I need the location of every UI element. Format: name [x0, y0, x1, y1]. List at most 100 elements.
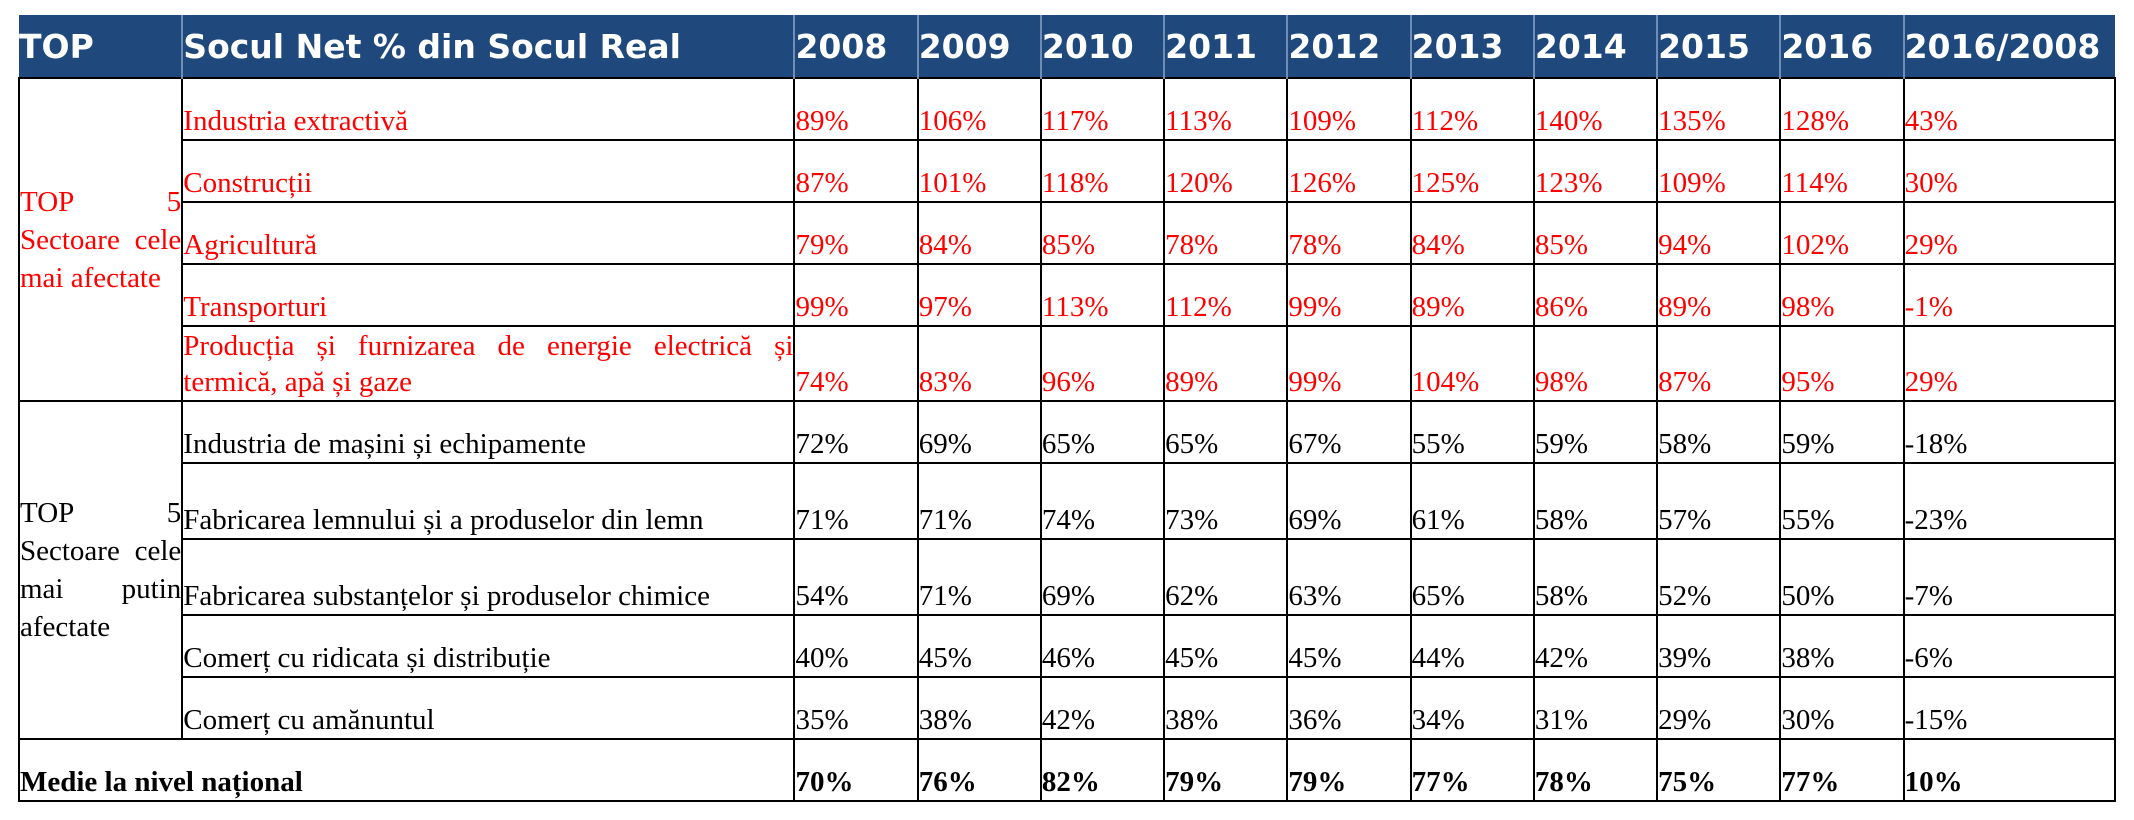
year-value: 71%	[916, 538, 1042, 616]
year-value: 44%	[1409, 614, 1535, 678]
sector-name: Fabricarea substanțelor și produselor ch…	[181, 538, 796, 616]
table-row: Fabricarea substanțelor și produselor ch…	[19, 538, 2117, 616]
header-change: 2016/2008	[1903, 15, 2115, 78]
header-year-2010: 2010	[1040, 15, 1166, 78]
year-value: 128%	[1779, 77, 1905, 141]
sector-name: Comerț cu ridicata și distribuție	[181, 614, 796, 678]
year-value: 120%	[1163, 139, 1289, 203]
year-value: 117%	[1039, 77, 1166, 141]
year-value: 125%	[1409, 139, 1535, 203]
year-value: 101%	[916, 139, 1042, 203]
year-value: 38%	[916, 676, 1042, 740]
year-value: 54%	[793, 538, 919, 616]
year-value: 102%	[1779, 201, 1905, 265]
year-value: 55%	[1409, 400, 1535, 464]
year-value: 52%	[1656, 538, 1782, 616]
total-change-value: 10%	[1902, 738, 2117, 802]
change-value: -23%	[1902, 462, 2117, 540]
change-value: 30%	[1902, 139, 2117, 203]
year-value: 71%	[793, 462, 919, 540]
year-value: 58%	[1532, 538, 1659, 616]
change-value: -18%	[1902, 400, 2117, 464]
year-value: 79%	[793, 201, 919, 265]
year-value: 34%	[1409, 676, 1535, 740]
year-value: 50%	[1779, 538, 1905, 616]
total-year-value: 79%	[1163, 738, 1289, 802]
year-value: 69%	[1039, 538, 1166, 616]
year-value: 104%	[1409, 325, 1535, 402]
year-value: 46%	[1039, 614, 1166, 678]
total-year-value: 75%	[1656, 738, 1782, 802]
year-value: 106%	[916, 77, 1042, 141]
total-year-value: 76%	[916, 738, 1042, 802]
year-value: 59%	[1779, 400, 1905, 464]
sector-name: Industria extractivă	[181, 77, 796, 141]
year-value: 63%	[1286, 538, 1412, 616]
year-value: 30%	[1779, 676, 1905, 740]
year-value: 86%	[1532, 263, 1659, 327]
total-year-value: 77%	[1409, 738, 1535, 802]
year-value: 57%	[1656, 462, 1782, 540]
total-row: Medie la nivel național 70% 76% 82% 79% 79% 77…	[17, 738, 2117, 802]
year-value: 123%	[1532, 139, 1659, 203]
year-value: 126%	[1286, 139, 1412, 203]
year-value: 31%	[1532, 676, 1659, 740]
year-value: 94%	[1656, 201, 1782, 265]
total-year-value: 82%	[1039, 738, 1166, 802]
year-value: 89%	[1409, 263, 1535, 327]
total-label: Medie la nivel național	[17, 738, 796, 802]
year-value: 45%	[916, 614, 1042, 678]
year-value: 109%	[1656, 139, 1782, 203]
table-row: Construcții 87% 101% 118% 120% 126% 125% 123% 10…	[19, 139, 2117, 203]
year-value: 61%	[1409, 462, 1535, 540]
year-value: 140%	[1532, 77, 1659, 141]
header-year-2008: 2008	[794, 15, 919, 78]
year-value: 99%	[793, 263, 919, 327]
year-value: 72%	[793, 400, 919, 464]
sector-name: Producția și furnizarea de energie elect…	[181, 325, 796, 402]
year-value: 36%	[1286, 676, 1412, 740]
year-value: 87%	[1656, 325, 1782, 402]
year-value: 29%	[1656, 676, 1782, 740]
year-value: 96%	[1039, 325, 1166, 402]
year-value: 135%	[1656, 77, 1782, 141]
year-value: 40%	[793, 614, 919, 678]
table-row: Comerț cu amănuntul 35% 38% 42% 38% 36% 34% 31%…	[19, 676, 2117, 740]
header-year-2011: 2011	[1164, 15, 1289, 78]
sector-name: Agricultură	[181, 201, 796, 265]
year-value: 38%	[1779, 614, 1905, 678]
year-value: 65%	[1163, 400, 1289, 464]
header-year-2014: 2014	[1533, 15, 1659, 78]
year-value: 73%	[1163, 462, 1289, 540]
table-row: Transporturi 99% 97% 113% 112% 99% 89% 86% 89% 98…	[19, 263, 2117, 327]
year-value: 65%	[1409, 538, 1535, 616]
sector-shock-table: TOP Socul Net % din Socul Real 2008 2009…	[17, 15, 2117, 802]
year-value: 38%	[1163, 676, 1289, 740]
year-value: 83%	[916, 325, 1042, 402]
year-value: 84%	[1409, 201, 1535, 265]
total-year-value: 79%	[1286, 738, 1412, 802]
year-value: 112%	[1163, 263, 1289, 327]
table-row: TOP 5 Sectoare cele mai afectate Industri…	[17, 77, 2117, 402]
year-value: 78%	[1163, 201, 1289, 265]
header-year-2013: 2013	[1410, 15, 1535, 78]
group-label: TOP 5 Sectoare cele mai putin afectate	[17, 400, 184, 740]
change-value: 43%	[1902, 77, 2117, 141]
year-value: 42%	[1532, 614, 1659, 678]
total-year-value: 78%	[1532, 738, 1659, 802]
header-top: TOP	[19, 15, 184, 78]
change-value: 29%	[1902, 325, 2117, 402]
year-value: 45%	[1163, 614, 1289, 678]
year-value: 113%	[1163, 77, 1289, 141]
table-row: TOP 5 Sectoare cele mai putin afectate In…	[17, 400, 2117, 740]
header-year-2016: 2016	[1780, 15, 1905, 78]
year-value: 112%	[1409, 77, 1535, 141]
year-value: 67%	[1286, 400, 1412, 464]
sector-name: Industria de mașini și echipamente	[181, 400, 796, 464]
year-value: 45%	[1286, 614, 1412, 678]
year-value: 74%	[1039, 462, 1166, 540]
table-row: Fabricarea lemnului și a produselor din …	[19, 462, 2117, 540]
year-value: 69%	[1286, 462, 1412, 540]
year-value: 58%	[1656, 400, 1782, 464]
sector-name: Construcții	[181, 139, 796, 203]
